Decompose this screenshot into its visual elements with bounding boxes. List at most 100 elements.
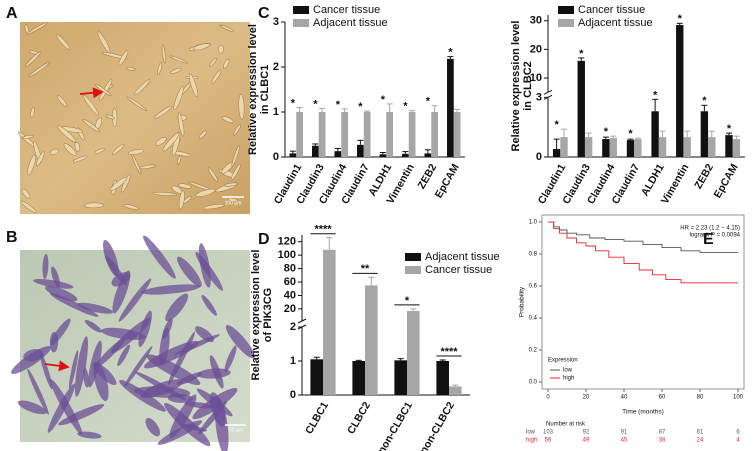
bar [296,112,303,157]
cell [50,318,71,346]
cell [230,163,241,181]
cell [50,378,83,435]
cell [68,350,79,389]
cell [178,190,185,210]
cell [192,43,210,51]
panel-label: E [703,231,714,248]
y-axis-label: Relative expression level [510,21,522,152]
cell [176,155,182,165]
bar [584,137,593,157]
cell [50,148,59,155]
y-tick-label: 2 [290,321,296,333]
cell [177,112,185,137]
cell [47,383,76,433]
cell [188,73,199,98]
x-tick-label: non-CLBC2 [418,400,457,451]
cell [126,96,148,112]
significance-label: * [579,48,584,60]
cell [225,325,255,359]
legend-label: Cancer tissue [313,4,380,16]
y-tick-label: 3 [536,91,542,103]
panel-label: A [6,5,18,22]
risk-value: 45 [621,438,628,444]
risk-value: 38 [659,438,666,444]
cell [227,197,238,202]
arrow [44,360,70,372]
cell [171,131,181,156]
cell [118,49,129,66]
bar [560,137,568,157]
cell [93,362,117,386]
cell [101,51,128,60]
y-axis-label: Probability [519,286,526,317]
significance-label: **** [314,224,332,236]
y-tick-label: 120 [278,236,296,248]
y-tick-label: 1.0 [529,220,538,226]
cell [198,243,211,288]
cell [161,44,166,64]
cell [84,202,104,209]
cell [22,134,34,139]
y-tick-label: 1 [273,106,279,118]
bar [318,112,326,157]
cell [224,182,238,187]
bar [651,111,659,157]
risk-value: 56 [545,438,552,444]
cell [21,188,31,199]
legend-label: Cancer tissue [425,264,492,276]
significance-label: * [403,101,408,113]
cell [27,368,49,415]
x-tick-label: 60 [659,395,666,401]
significance-label: * [426,96,431,108]
y-tick-label: 80 [284,263,296,275]
legend-swatch [405,266,421,274]
scale-bar-label: 100 µm [225,200,242,206]
risk-value: 91 [621,430,628,436]
cell [33,279,74,289]
x-tick-label: 40 [621,395,628,401]
x-tick-label: non-CLBC1 [376,400,415,451]
bar [658,137,667,157]
significance-label: * [702,95,707,107]
cell [155,137,167,146]
cell [94,148,105,154]
cell [164,402,211,447]
cell [209,57,217,67]
arrow [79,87,104,99]
cell [221,116,234,123]
cell [105,114,115,120]
cell [84,319,102,333]
risk-table-title: Number at risk [546,422,586,428]
y-tick-label: 40 [284,289,296,301]
cell [218,45,224,54]
bar [602,139,610,157]
significance-label: * [727,123,732,135]
bar [449,386,462,395]
cell [97,31,111,54]
bar [394,360,407,395]
cell [173,85,184,111]
significance-label: * [554,119,559,131]
y-tick-label: 3 [273,16,279,28]
cell [201,294,217,316]
cell [202,204,225,210]
y-tick-label: 30 [530,15,542,27]
significance-label: * [291,97,296,109]
cell [20,200,37,214]
bar [708,137,716,157]
cell [39,350,53,390]
risk-value: 6 [736,430,740,436]
y-axis-label: in CLBC2 [522,61,534,111]
bar [408,112,416,157]
risk-row-label: high [526,438,537,444]
legend-label: Adjacent tissue [578,17,653,29]
risk-row-label: low [526,430,536,436]
y-tick-label: 20 [530,43,542,55]
significance-label: * [448,47,453,59]
cell [23,349,44,362]
bar [379,154,387,157]
bar [310,359,323,395]
cell [224,345,237,373]
cell [50,293,99,317]
cell [176,372,203,386]
